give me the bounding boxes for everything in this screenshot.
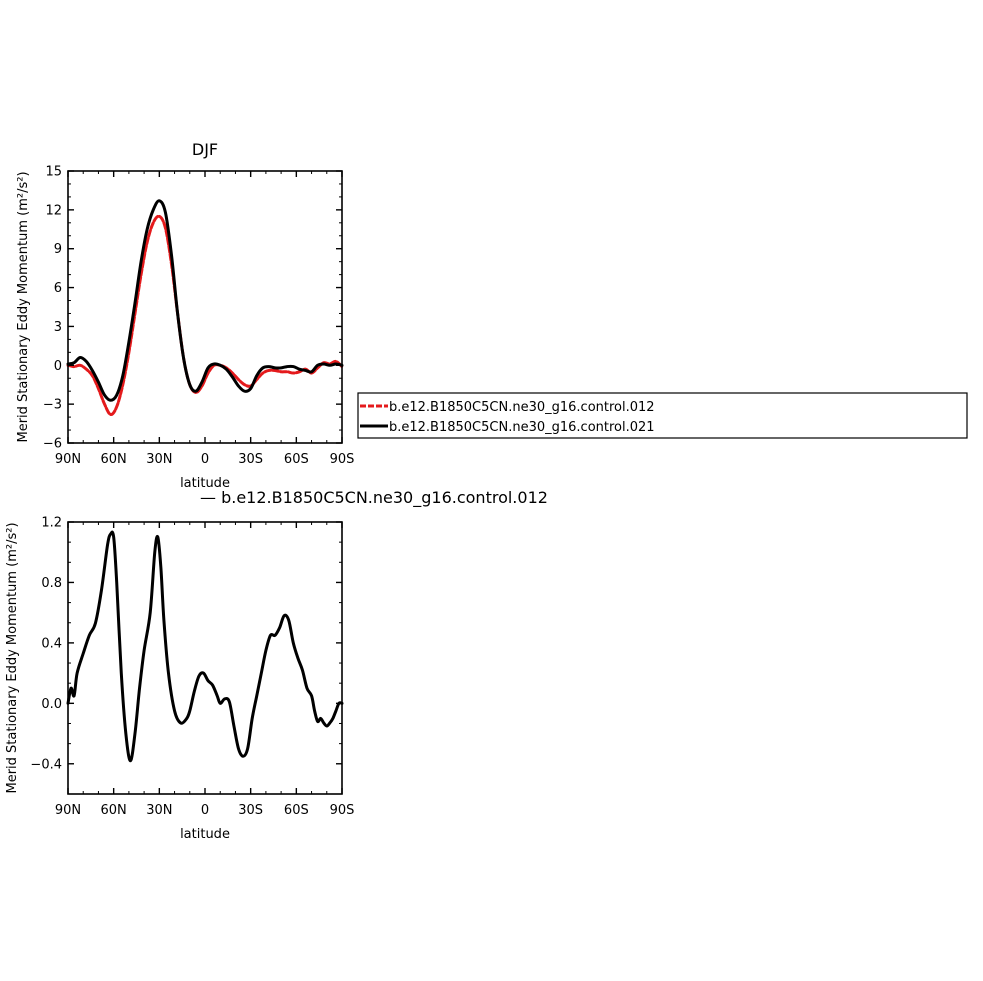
legend-box bbox=[357, 392, 968, 439]
x-tick-label: 90S bbox=[330, 803, 355, 818]
y-tick-label: 0 bbox=[54, 359, 62, 374]
y-tick-label: 15 bbox=[45, 165, 62, 180]
djf-panel: DJF −6 −3 0 3 6 9 12 15 90N 60N 30N 0 30S 60S 90S lat… bbox=[16, 140, 354, 491]
x-tick-label: 30S bbox=[238, 803, 263, 818]
x-tick-label: 60S bbox=[284, 803, 309, 818]
x-tick-label: 30S bbox=[238, 452, 263, 467]
x-tick-label: 90S bbox=[330, 452, 355, 467]
x-tick-label: 60N bbox=[101, 803, 127, 818]
x-tick-label: 90N bbox=[55, 452, 81, 467]
y-tick-label: −6 bbox=[43, 437, 62, 452]
x-axis-label: latitude bbox=[180, 827, 230, 842]
x-tick-label: 60S bbox=[284, 452, 309, 467]
y-tick-label: 12 bbox=[45, 203, 62, 218]
x-tick-label: 30N bbox=[146, 452, 172, 467]
x-tick-label: 30N bbox=[146, 803, 172, 818]
series-lines bbox=[66, 530, 344, 763]
y-tick-label: 6 bbox=[54, 281, 62, 296]
y-axis-label: Merid Stationary Eddy Momentum (m²/s²) bbox=[16, 171, 31, 442]
chart-title: DJF bbox=[192, 140, 218, 159]
y-tick-label: −0.4 bbox=[30, 757, 62, 772]
series-line-1 bbox=[66, 199, 344, 402]
y-tick-label: 1.2 bbox=[41, 516, 62, 531]
legend: b.e12.B1850C5CN.ne30_g16.control.012 b.e… bbox=[357, 392, 968, 439]
y-tick-label: −3 bbox=[43, 398, 62, 413]
y-tick-label: 0.8 bbox=[41, 576, 62, 591]
x-axis: 90N 60N 30N 0 30S 60S 90S bbox=[55, 522, 355, 818]
x-axis-label: latitude bbox=[180, 476, 230, 491]
y-axis-label: Merid Stationary Eddy Momentum (m²/s²) bbox=[5, 522, 20, 793]
plot-frame bbox=[67, 170, 343, 444]
y-tick-label: 3 bbox=[54, 320, 62, 335]
series-line-0 bbox=[66, 214, 344, 417]
y-axis: −0.4 0.0 0.4 0.8 1.2 bbox=[30, 516, 342, 772]
y-tick-label: 9 bbox=[54, 242, 62, 257]
plot-frame bbox=[67, 521, 343, 795]
series-lines bbox=[66, 199, 344, 417]
series-line-0 bbox=[66, 530, 344, 763]
chart-title: — b.e12.B1850C5CN.ne30_g16.control.012 bbox=[200, 488, 548, 508]
x-tick-label: 90N bbox=[55, 803, 81, 818]
x-tick-label: 0 bbox=[201, 452, 209, 467]
x-tick-label: 0 bbox=[201, 803, 209, 818]
y-tick-label: 0.4 bbox=[41, 636, 62, 651]
y-tick-label: 0.0 bbox=[41, 697, 62, 712]
legend-entry-012: b.e12.B1850C5CN.ne30_g16.control.012 bbox=[389, 400, 655, 415]
difference-panel: — b.e12.B1850C5CN.ne30_g16.control.012 −… bbox=[5, 488, 548, 842]
y-axis: −6 −3 0 3 6 9 12 15 bbox=[43, 165, 342, 452]
x-axis: 90N 60N 30N 0 30S 60S 90S bbox=[55, 171, 355, 467]
x-tick-label: 60N bbox=[101, 452, 127, 467]
legend-entry-021: b.e12.B1850C5CN.ne30_g16.control.021 bbox=[389, 420, 655, 435]
